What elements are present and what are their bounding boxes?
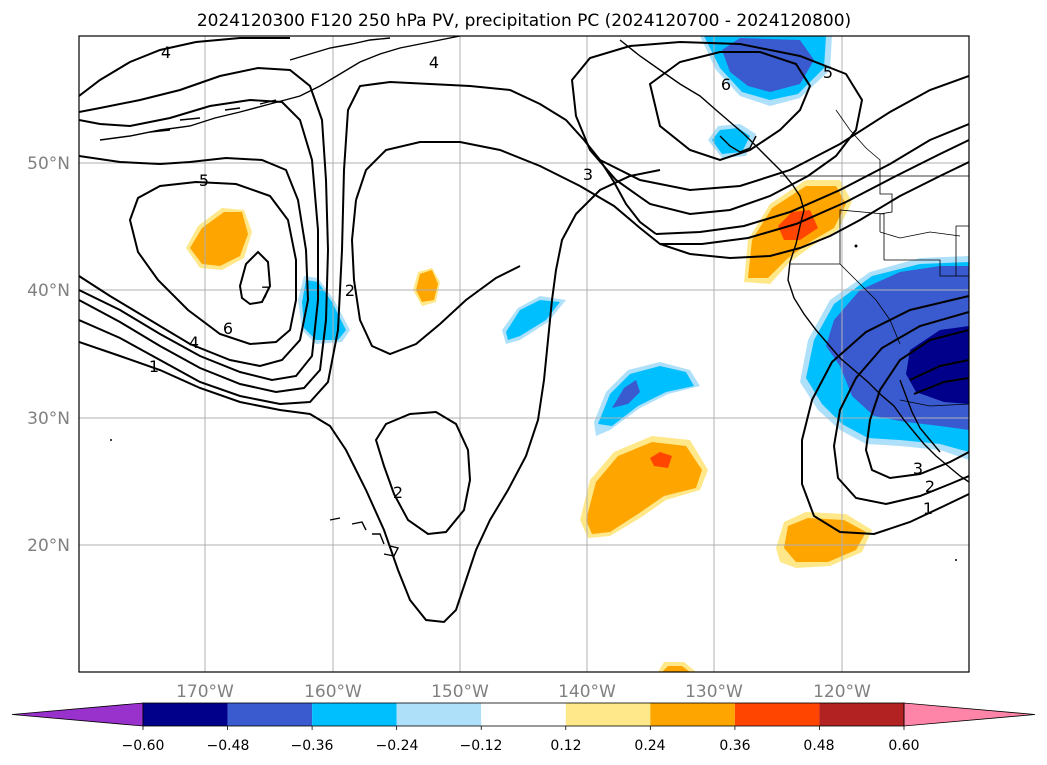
pv-contour-2-closed xyxy=(374,410,472,536)
precip-negative-medium xyxy=(598,366,694,426)
colorbar-segment xyxy=(565,703,651,726)
precip-positive-medium xyxy=(416,270,438,302)
precip-negative-strong xyxy=(612,380,640,408)
colorbar xyxy=(11,702,1036,730)
pv-contour-5-alaska xyxy=(570,40,864,216)
pv-label-2-central: 2 xyxy=(345,281,355,300)
lon-tick-120w: 120°W xyxy=(813,682,871,702)
precip-positive-strong xyxy=(650,452,672,468)
pv-label-4-west: 4 xyxy=(189,333,199,352)
pv-label-1-se: 1 xyxy=(923,499,933,518)
colorbar-segment xyxy=(312,703,397,726)
map-frame xyxy=(78,35,970,673)
pv-label-3-north: 3 xyxy=(583,165,593,184)
map-title: 2024120300 F120 250 hPa PV, precipitatio… xyxy=(197,11,851,31)
colorbar-segment xyxy=(734,703,820,726)
pv-contours xyxy=(79,37,969,624)
pv-contour-1-se xyxy=(801,295,969,536)
colorbar-tick-label: 0.48 xyxy=(803,738,834,754)
pv-contour-4-east xyxy=(660,139,969,245)
political-borders xyxy=(780,109,969,407)
lon-tick-160w: 160°W xyxy=(304,682,362,702)
pv-label-3-se: 3 xyxy=(913,459,923,478)
pv-contour-3b-east xyxy=(599,75,969,192)
precip-positive-medium xyxy=(784,518,866,562)
pv-contour-1 xyxy=(79,169,661,624)
lat-tick-labels: 20°N 30°N 40°N 50°N xyxy=(27,154,70,556)
precip-positive-medium xyxy=(662,666,690,672)
pv-contour-3-se xyxy=(864,329,969,480)
colorbar-segment xyxy=(650,703,735,726)
pv-label-7: 7 xyxy=(261,283,271,302)
pv-contour-2-jet xyxy=(355,141,969,260)
pv-contour-2-loop xyxy=(350,199,521,356)
lon-tick-150w: 150°W xyxy=(431,682,489,702)
lon-tick-170w: 170°W xyxy=(176,682,234,702)
pv-contour-4b xyxy=(79,66,330,394)
colorbar-frame xyxy=(142,702,905,727)
pv-label-5-west: 5 xyxy=(199,171,209,190)
colorbar-segment xyxy=(396,703,482,726)
precip-positive-strong xyxy=(778,210,818,240)
colorbar-tick-label: 0.36 xyxy=(719,738,750,754)
lat-tick-40n: 40°N xyxy=(27,281,70,301)
colorbar-segment xyxy=(819,703,904,726)
colorbar-tick-label: 0.12 xyxy=(550,738,581,754)
precip-positive-medium xyxy=(586,442,702,534)
precip-negative-medium xyxy=(506,300,560,340)
pv-label-2-south: 2 xyxy=(393,483,403,502)
precip-negative-medium xyxy=(302,280,346,340)
colorbar-tick-label: 0.60 xyxy=(888,738,919,754)
pv-label-4-n: 4 xyxy=(429,53,439,72)
lon-tick-140w: 140°W xyxy=(558,682,616,702)
pv-label-5-alaska: 5 xyxy=(823,63,833,82)
pv-label-6-west: 6 xyxy=(223,319,233,338)
colorbar-labels: −0.60 −0.48 −0.36 −0.24 −0.12 0.12 0.24 … xyxy=(122,738,920,754)
pv-contour-3-east xyxy=(655,123,969,235)
pv-label-6-alaska: 6 xyxy=(721,75,731,94)
colorbar-tick-label: −0.60 xyxy=(122,738,165,754)
colorbar-tick-label: 0.24 xyxy=(634,738,665,754)
lon-tick-labels: 170°W 160°W 150°W 140°W 130°W 120°W xyxy=(176,682,871,702)
colorbar-extend-max xyxy=(903,702,1036,727)
colorbar-tick-label: −0.48 xyxy=(207,738,250,754)
colorbar-tick-label: −0.12 xyxy=(460,738,503,754)
lat-tick-50n: 50°N xyxy=(27,154,70,174)
colorbar-segment xyxy=(227,703,313,726)
pv-contour-6-alaska xyxy=(648,51,812,162)
lon-tick-130w: 130°W xyxy=(685,682,743,702)
pv-label-4-nw: 4 xyxy=(161,43,171,62)
pv-contour-7 xyxy=(238,250,272,306)
colorbar-segment xyxy=(143,703,228,726)
pv-contour-5 xyxy=(79,155,310,368)
colorbar-extend-min xyxy=(11,702,144,727)
precip-negative-medium xyxy=(712,128,750,154)
pv-label-1-west: 1 xyxy=(149,357,159,376)
pv-contour-se-inner xyxy=(909,359,969,395)
coastlines xyxy=(99,36,969,561)
pv-contour-4 xyxy=(79,98,319,382)
pv-contour-2-se xyxy=(832,311,969,506)
pv-contour-labels: 4 4 5 7 6 4 1 2 2 3 6 5 3 2 1 xyxy=(149,43,935,518)
pv-label-2-se: 2 xyxy=(925,477,935,496)
colorbar-segment xyxy=(481,703,566,726)
lat-tick-30n: 30°N xyxy=(27,409,70,429)
pv-contour-6 xyxy=(128,180,297,346)
colorbar-tick-label: −0.36 xyxy=(291,738,334,754)
pv-contour-4-nw xyxy=(79,37,290,97)
colorbar-tick-label: −0.24 xyxy=(376,738,419,754)
lat-tick-20n: 20°N xyxy=(27,536,70,556)
